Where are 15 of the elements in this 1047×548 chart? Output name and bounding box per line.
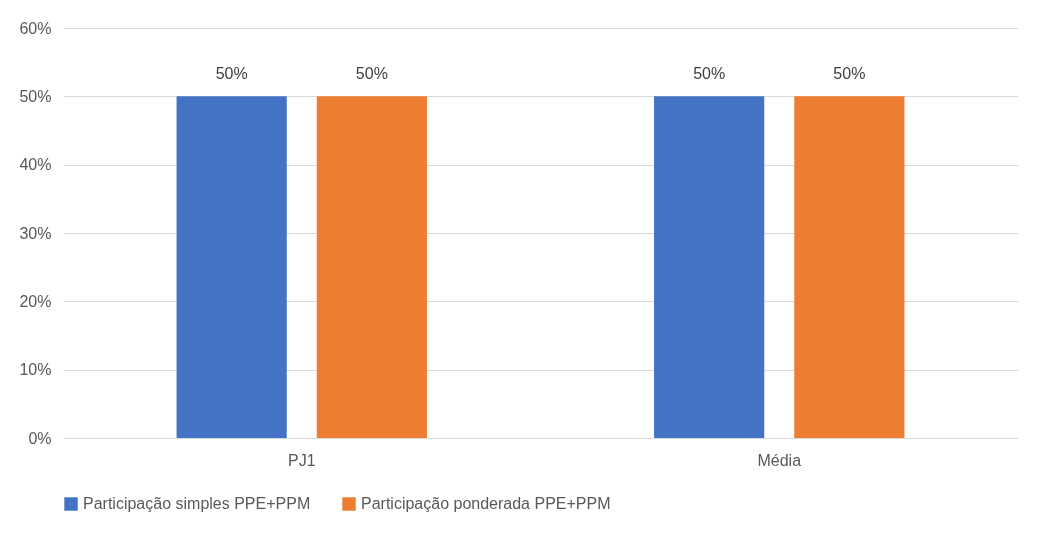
y-tick-label: 30% [19, 224, 52, 242]
data-label: 50% [833, 65, 866, 83]
y-tick-label: 50% [19, 87, 52, 105]
legend-label: Participação ponderada PPE+PPM [361, 495, 611, 512]
data-label: 50% [693, 65, 726, 83]
x-tick-label: PJ1 [287, 451, 316, 469]
y-tick-label: 20% [19, 292, 52, 310]
y-tick-label: 10% [19, 361, 52, 379]
legend-label: Participação simples PPE+PPM [83, 495, 311, 512]
y-tick-label: 60% [19, 19, 52, 37]
y-tick-label: 40% [19, 156, 52, 174]
x-tick-label: Média [757, 451, 802, 469]
data-label: 50% [355, 65, 388, 83]
data-label: 50% [215, 65, 248, 83]
y-tick-label: 0% [28, 429, 52, 447]
